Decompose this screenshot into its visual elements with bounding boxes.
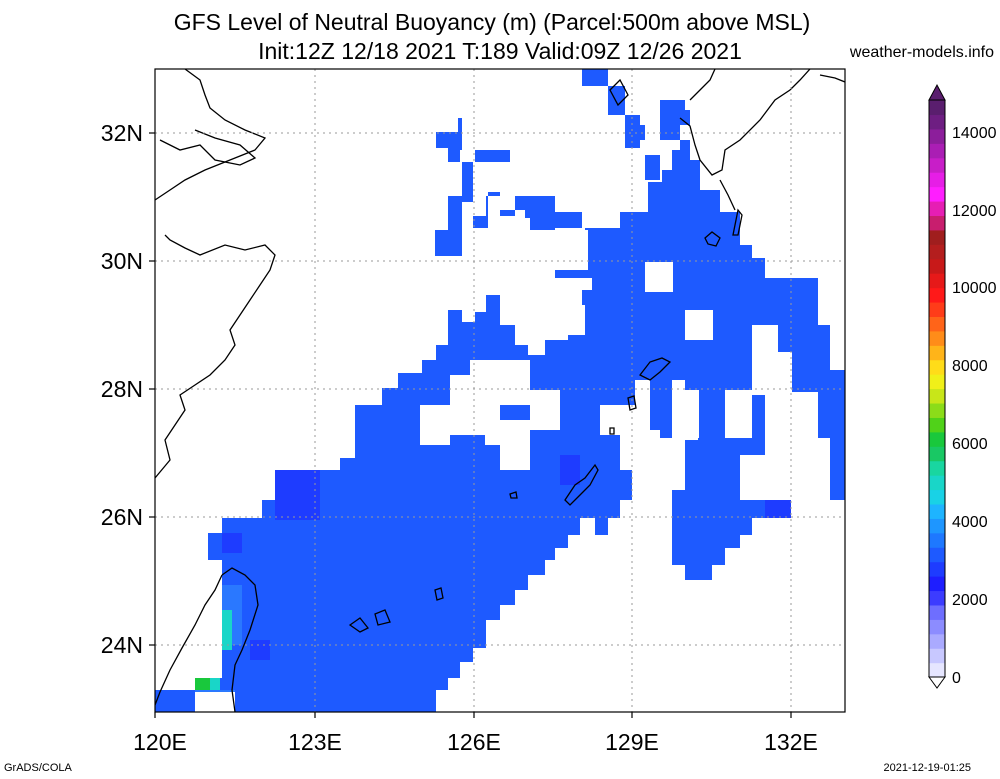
- lat-label: 24N: [101, 632, 143, 658]
- lat-label: 30N: [101, 248, 143, 274]
- lon-label: 129E: [605, 729, 659, 755]
- colorbar-label: 0: [952, 670, 961, 687]
- colorbar-segment: [929, 172, 945, 188]
- gridlines: [155, 69, 845, 712]
- colorbar-segment: [929, 446, 945, 462]
- lon-labels: 120E 123E 126E 129E 132E: [133, 729, 818, 755]
- colorbar-segment: [929, 359, 945, 375]
- colorbar-label: 4000: [952, 514, 988, 531]
- colorbar-segment: [929, 258, 945, 274]
- colorbar-segment: [929, 518, 945, 534]
- colorbar-segment: [929, 475, 945, 491]
- colorbar-label: 6000: [952, 436, 988, 453]
- watermark: weather-models.info: [849, 44, 994, 61]
- colorbar-segment: [929, 388, 945, 404]
- colorbar-segment: [929, 590, 945, 606]
- lat-label: 32N: [101, 120, 143, 146]
- colorbar-segment: [929, 547, 945, 563]
- colorbar-labels: 14000 12000 10000 8000 6000 4000 2000 0: [952, 125, 997, 687]
- chart-title-line1: GFS Level of Neutral Buoyancy (m) (Parce…: [173, 9, 811, 35]
- colorbar-segment: [929, 576, 945, 592]
- colorbar-segment: [929, 114, 945, 130]
- field-deep: [222, 455, 791, 660]
- colorbar-segment: [929, 316, 945, 332]
- lat-label: 28N: [101, 376, 143, 402]
- colorbar-segment: [929, 244, 945, 260]
- colorbar-segment: [929, 417, 945, 433]
- colorbar-segment: [929, 431, 945, 447]
- colorbar-segment: [929, 330, 945, 346]
- lat-labels: 32N 30N 28N 26N 24N: [101, 120, 143, 658]
- colorbar-label: 2000: [952, 592, 988, 609]
- colorbar-segment: [929, 402, 945, 418]
- footer-left: GrADS/COLA: [4, 762, 72, 774]
- colorbar-segment: [929, 100, 945, 116]
- colorbar-segment: [929, 128, 945, 144]
- colorbar-segment: [929, 287, 945, 303]
- lat-label: 26N: [101, 504, 143, 530]
- colorbar-label: 10000: [952, 280, 997, 297]
- colorbar-segment: [929, 273, 945, 289]
- colorbar-label: 12000: [952, 203, 997, 220]
- colorbar-label: 14000: [952, 125, 997, 142]
- coastlines: [155, 69, 845, 712]
- colorbar-segment: [929, 561, 945, 577]
- colorbar-segment: [929, 503, 945, 519]
- colorbar-segments: [929, 100, 945, 678]
- colorbar-segment: [929, 460, 945, 476]
- colorbar-segment: [929, 215, 945, 231]
- colorbar-segment: [929, 489, 945, 505]
- colorbar-segment: [929, 200, 945, 216]
- colorbar-top-arrow: [928, 83, 946, 101]
- colorbar-segment: [929, 532, 945, 548]
- lon-label: 123E: [288, 729, 342, 755]
- colorbar-segment: [929, 374, 945, 390]
- colorbar-segment: [929, 345, 945, 361]
- colorbar-label: 8000: [952, 358, 988, 375]
- chart-title-line2: Init:12Z 12/18 2021 T:189 Valid:09Z 12/2…: [258, 38, 742, 64]
- colorbar-segment: [929, 229, 945, 245]
- lon-label: 132E: [764, 729, 818, 755]
- colorbar-segment: [929, 604, 945, 620]
- colorbar-segment: [929, 648, 945, 664]
- colorbar-segment: [929, 662, 945, 678]
- colorbar-segment: [929, 301, 945, 317]
- axis-ticks: [149, 132, 792, 718]
- field-green: [195, 678, 210, 690]
- colorbar-segment: [929, 633, 945, 649]
- colorbar-segment: [929, 186, 945, 202]
- footer-right: 2021-12-19-01:25: [883, 762, 971, 774]
- colorbar: 14000 12000 10000 8000 6000 4000 2000 0: [928, 83, 997, 689]
- colorbar-segment: [929, 143, 945, 159]
- colorbar-bottom-arrow: [928, 676, 946, 689]
- field-layer: [155, 69, 845, 712]
- colorbar-segment: [929, 619, 945, 635]
- lon-label: 120E: [133, 729, 187, 755]
- field-gaps: [420, 196, 768, 500]
- lon-label: 126E: [447, 729, 501, 755]
- colorbar-segment: [929, 157, 945, 173]
- map-frame: [154, 68, 846, 713]
